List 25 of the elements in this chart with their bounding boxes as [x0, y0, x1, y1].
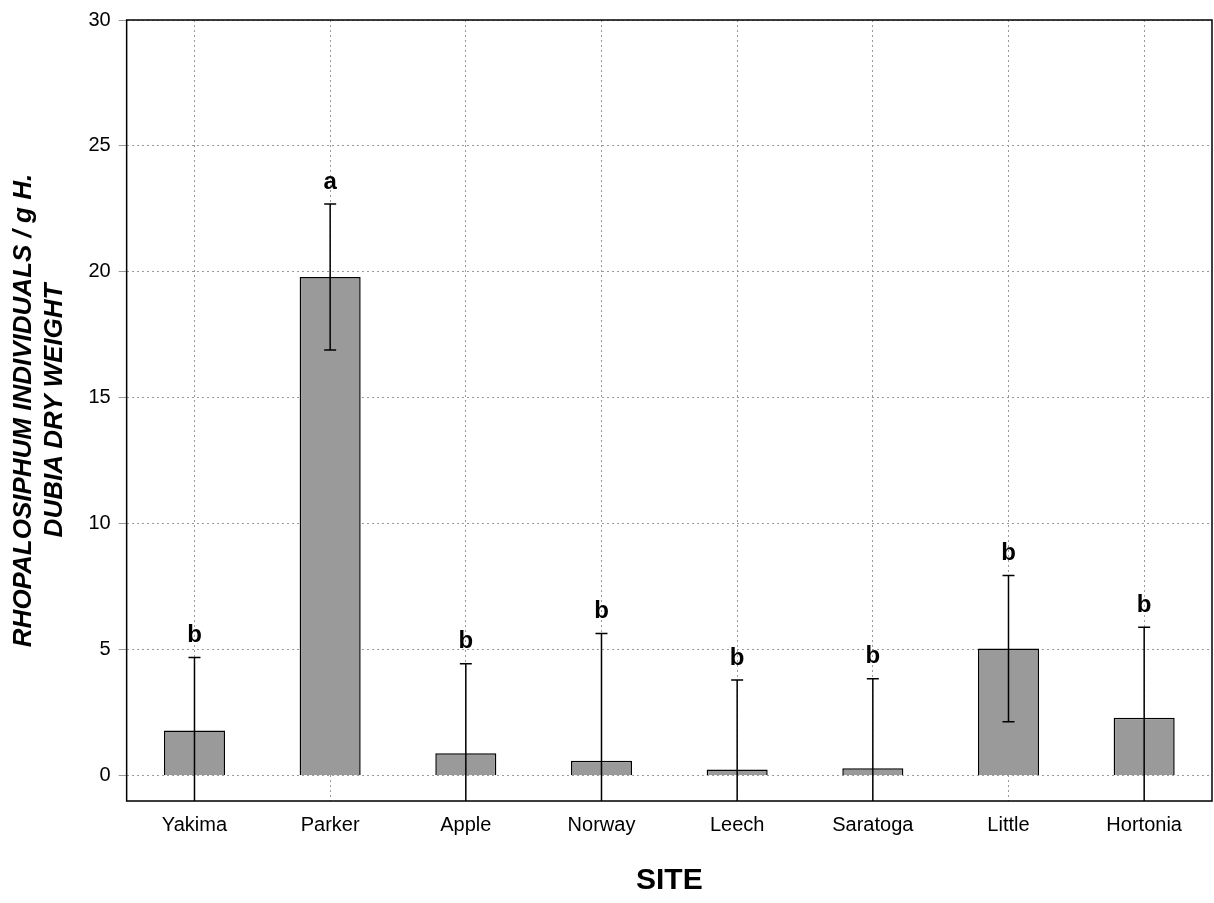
y-axis-title: RHOPALOSIPHUM INDIVIDUALS / g H. DUBIA DRY WEIGHT: [6, 173, 68, 648]
annotation: b: [594, 596, 609, 624]
annotation: b: [1001, 538, 1016, 566]
x-tick-label: Parker: [300, 812, 360, 835]
annotation: b: [1136, 589, 1152, 617]
y-tick-label: 5: [99, 637, 111, 660]
x-tick-label: Hortonia: [1106, 812, 1183, 835]
annotation: b: [458, 626, 474, 654]
x-tick-label: Little: [987, 812, 1030, 835]
x-tick-label: Norway: [567, 812, 636, 835]
y-tick-label: 20: [88, 259, 111, 282]
x-tick-label: Saratoga: [832, 812, 915, 835]
annotation: b: [729, 642, 745, 670]
x-tick-label: Leech: [709, 812, 765, 835]
x-tick-label: Apple: [440, 812, 492, 835]
x-axis-title: SITE: [635, 862, 703, 896]
y-tick-label: 0: [99, 763, 111, 786]
annotation: a: [323, 166, 338, 194]
y-tick-label: 15: [88, 385, 111, 408]
annotation: b: [865, 641, 881, 669]
y-tick-label: 30: [88, 7, 111, 30]
y-tick-label: 10: [88, 511, 111, 534]
y-tick-label: 25: [88, 133, 111, 156]
annotation: b: [187, 620, 202, 648]
x-tick-label: Yakima: [161, 812, 228, 835]
